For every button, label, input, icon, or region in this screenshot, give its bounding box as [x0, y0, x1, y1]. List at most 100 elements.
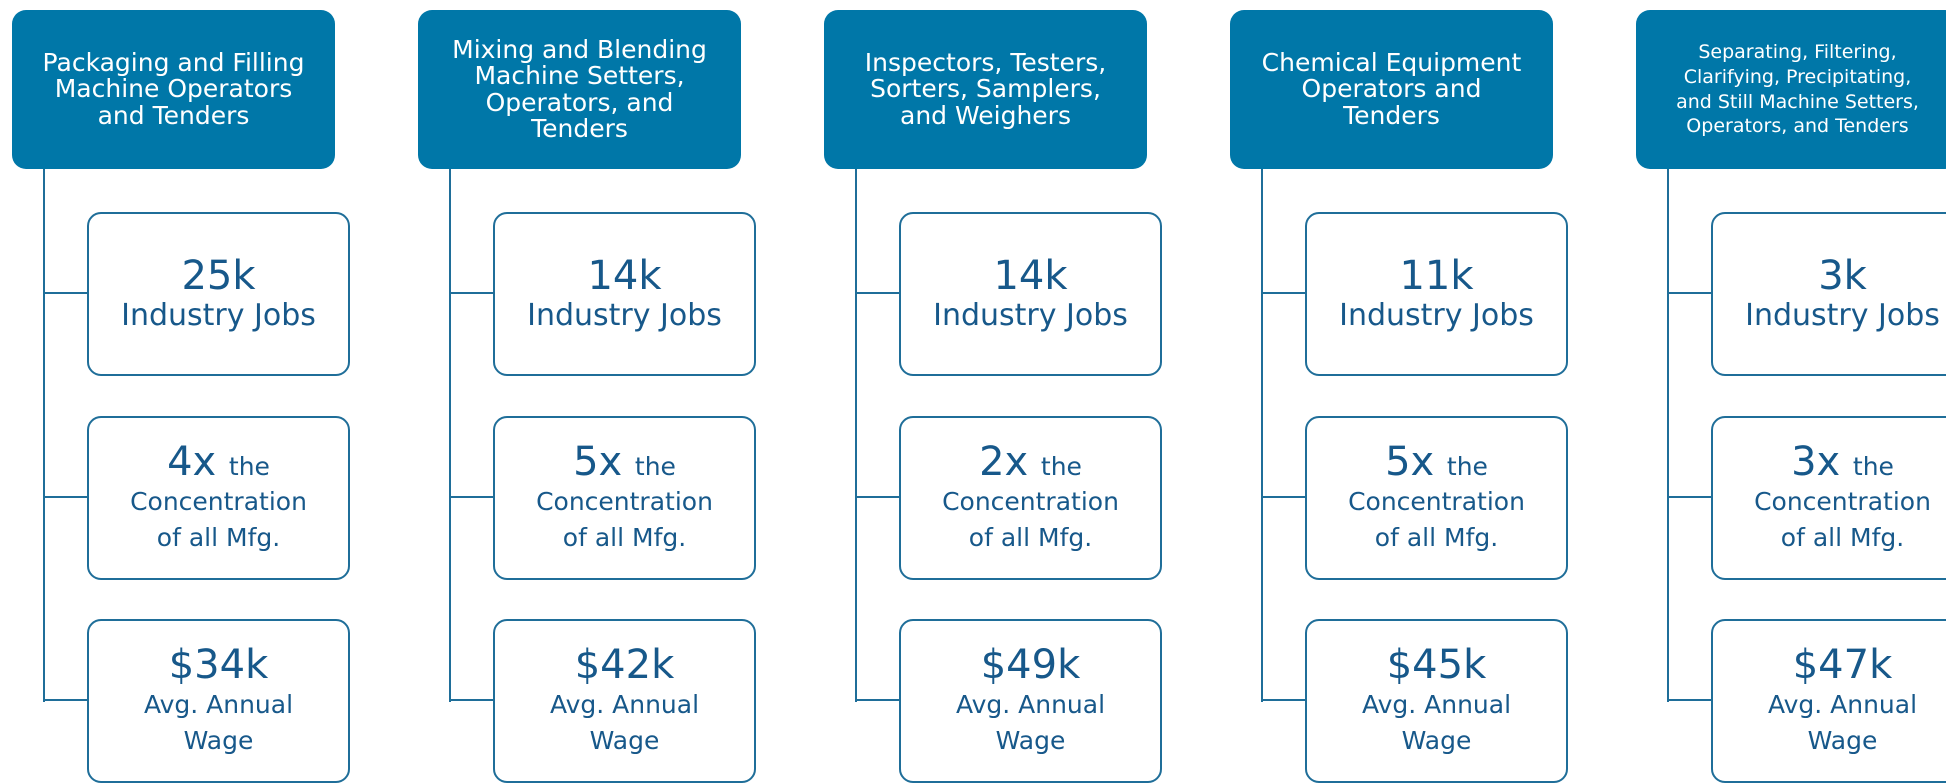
connector-branch [43, 699, 88, 701]
connector-branch [43, 292, 88, 294]
concentration-value: 5x [1385, 438, 1435, 485]
header-line: Operators, and [485, 87, 674, 117]
header-line: Packaging and Filling [42, 48, 305, 78]
wage-value: $42k [574, 641, 675, 688]
concentration-value: 3x [1791, 438, 1841, 485]
concentration-label: Concentration [536, 486, 713, 516]
jobs-value: 14k [587, 253, 662, 299]
concentration-value: 4x [167, 438, 217, 485]
connector-line [855, 169, 857, 702]
wage-box: $34k Avg. Annual Wage [87, 619, 350, 783]
concentration-suffix: the [1446, 451, 1488, 481]
concentration-label: Concentration [1754, 486, 1931, 516]
jobs-label: Industry Jobs [527, 298, 722, 333]
connector-line [1261, 169, 1263, 702]
wage-box: $45k Avg. Annual Wage [1305, 619, 1568, 783]
header-line: Sorters, Samplers, [870, 74, 1101, 104]
concentration-row: 5x the [1385, 440, 1488, 484]
concentration-suffix: the [634, 451, 676, 481]
jobs-box: 25k Industry Jobs [87, 212, 350, 376]
header-line: Operators and [1301, 74, 1482, 104]
connector-branch [449, 292, 494, 294]
connector-branch [1667, 496, 1712, 498]
header-line: Machine Setters, [474, 61, 685, 91]
wage-label: Avg. Annual [1361, 689, 1512, 719]
occupation-header: Separating, Filtering, Clarifying, Precip… [1636, 10, 1946, 169]
concentration-row: 4x the [167, 440, 270, 484]
wage-label: Wage [183, 726, 254, 755]
occupation-header: Chemical Equipment Operators and Tenders [1230, 10, 1553, 169]
wage-box: $42k Avg. Annual Wage [493, 619, 756, 783]
header-line: Mixing and Blending [452, 35, 707, 64]
jobs-value: 11k [1399, 253, 1474, 299]
jobs-box: 14k Industry Jobs [493, 212, 756, 376]
concentration-label: of all Mfg. [156, 523, 281, 552]
wage-value: $34k [168, 641, 269, 688]
wage-label: Wage [1401, 726, 1472, 755]
concentration-value: 2x [979, 438, 1029, 485]
wage-label: Wage [1807, 726, 1878, 755]
wage-value: $49k [980, 641, 1081, 688]
occupation-column: Chemical Equipment Operators and Tenders 11… [1230, 0, 1650, 783]
concentration-row: 5x the [573, 440, 676, 484]
jobs-box: 11k Industry Jobs [1305, 212, 1568, 376]
concentration-row: 3x the [1791, 440, 1894, 484]
header-line: and Still Machine Setters, [1676, 90, 1919, 113]
occupation-header: Packaging and Filling Machine Operators an… [12, 10, 335, 169]
concentration-box: 4x the Concentration of all Mfg. [87, 416, 350, 580]
wage-label: Wage [589, 726, 660, 755]
jobs-label: Industry Jobs [121, 298, 316, 333]
occupation-column: Mixing and Blending Machine Setters, Opera… [418, 0, 838, 783]
header-line: and Tenders [97, 100, 250, 130]
concentration-label: Concentration [1348, 486, 1525, 516]
occupation-column: Packaging and Filling Machine Operators an… [12, 0, 432, 783]
connector-branch [1667, 292, 1712, 294]
jobs-value: 25k [181, 253, 256, 299]
concentration-box: 3x the Concentration of all Mfg. [1711, 416, 1946, 580]
jobs-value: 14k [993, 253, 1068, 299]
wage-value: $45k [1386, 641, 1487, 688]
wage-label: Avg. Annual [143, 689, 294, 719]
concentration-label: of all Mfg. [1780, 523, 1905, 552]
wage-label: Avg. Annual [1767, 689, 1918, 719]
occupation-column: Separating, Filtering, Clarifying, Precip… [1636, 0, 1946, 783]
jobs-label: Industry Jobs [1745, 298, 1940, 333]
connector-branch [449, 496, 494, 498]
connector-branch [855, 496, 900, 498]
concentration-suffix: the [228, 451, 270, 481]
header-line: Clarifying, Precipitating, [1683, 65, 1912, 88]
connector-line [1667, 169, 1669, 702]
jobs-box: 3k Industry Jobs [1711, 212, 1946, 376]
header-line: and Weighers [900, 100, 1071, 130]
concentration-label: of all Mfg. [1374, 523, 1499, 552]
connector-branch [1667, 699, 1712, 701]
header-line: Machine Operators [54, 74, 293, 104]
connector-branch [449, 699, 494, 701]
concentration-label: of all Mfg. [968, 523, 1093, 552]
wage-label: Wage [995, 726, 1066, 755]
occupation-column: Inspectors, Testers, Sorters, Samplers, an… [824, 0, 1244, 783]
concentration-row: 2x the [979, 440, 1082, 484]
concentration-box: 2x the Concentration of all Mfg. [899, 416, 1162, 580]
connector-line [449, 169, 451, 702]
concentration-label: of all Mfg. [562, 523, 687, 552]
wage-label: Avg. Annual [955, 689, 1106, 719]
header-line: Operators, and Tenders [1686, 115, 1909, 138]
connector-line [43, 169, 45, 702]
connector-branch [1261, 292, 1306, 294]
header-line: Inspectors, Testers, [864, 48, 1107, 78]
jobs-box: 14k Industry Jobs [899, 212, 1162, 376]
connector-branch [1261, 699, 1306, 701]
header-line: Tenders [531, 113, 628, 143]
header-line: Tenders [1343, 100, 1440, 130]
concentration-suffix: the [1852, 451, 1894, 481]
concentration-box: 5x the Concentration of all Mfg. [493, 416, 756, 580]
concentration-box: 5x the Concentration of all Mfg. [1305, 416, 1568, 580]
header-line: Separating, Filtering, [1698, 41, 1897, 64]
connector-branch [855, 699, 900, 701]
concentration-suffix: the [1040, 451, 1082, 481]
concentration-label: Concentration [130, 486, 307, 516]
wage-value: $47k [1792, 641, 1893, 688]
concentration-label: Concentration [942, 486, 1119, 516]
